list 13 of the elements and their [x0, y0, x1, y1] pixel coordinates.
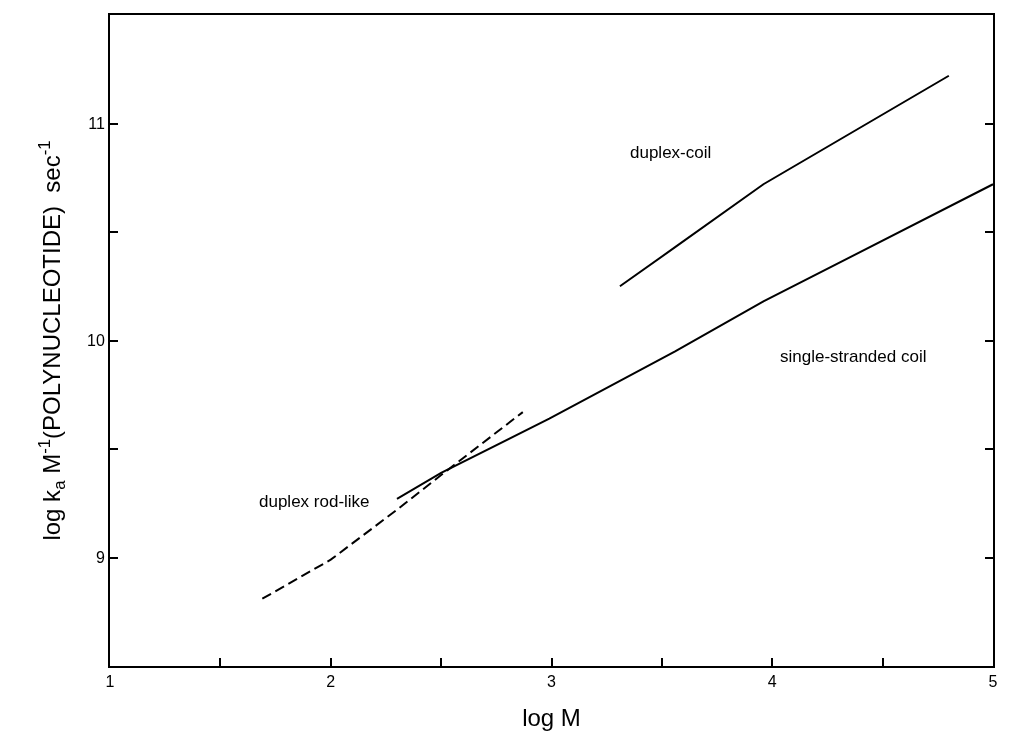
x-tick-label: 1	[105, 673, 115, 691]
series-label: duplex rod-like	[259, 492, 370, 511]
x-tick-label: 2	[326, 673, 336, 691]
x-tick-label: 5	[988, 673, 998, 691]
y-tick-label: 10	[87, 332, 105, 350]
y-tick-label: 9	[95, 549, 105, 567]
x-axis-title: log M	[522, 704, 581, 731]
x-tick-label: 3	[547, 673, 557, 691]
line-series	[618, 74, 950, 288]
y-tick-label: 11	[88, 115, 105, 133]
text: duplex-coil	[630, 143, 712, 162]
x-tick-label: 4	[767, 673, 777, 691]
text: single-stranded coil	[780, 347, 927, 366]
